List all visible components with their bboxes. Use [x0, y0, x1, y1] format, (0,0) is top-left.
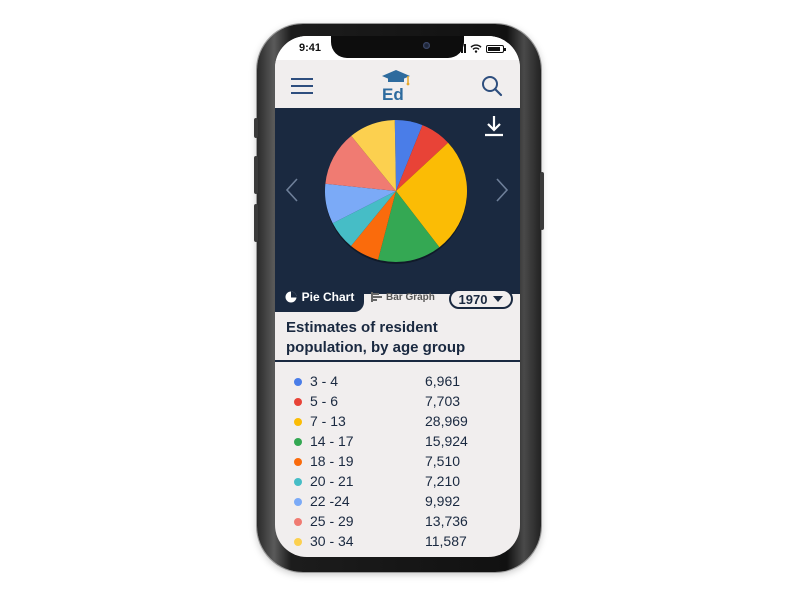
pie-chart-icon — [285, 291, 297, 303]
year-select-value: 1970 — [458, 291, 488, 307]
pie-slice-9[interactable] — [351, 120, 396, 191]
legend-label: 18 - 19 — [310, 453, 354, 469]
caret-down-icon — [493, 296, 504, 302]
legend-item: 3 - 4 6,961 — [275, 372, 520, 392]
legend-item: 22 -24 9,992 — [275, 492, 520, 512]
legend-label: 7 - 13 — [310, 413, 346, 429]
pie-slice-6[interactable] — [332, 191, 396, 246]
legend-value: 7,510 — [425, 453, 461, 469]
tab-pie-chart[interactable]: Pie Chart — [275, 282, 364, 312]
legend-value: 28,969 — [425, 413, 468, 429]
hamburger-menu-icon[interactable] — [291, 78, 313, 94]
legend-dot — [294, 518, 302, 526]
legend-item: 14 - 17 15,924 — [275, 432, 520, 452]
app-header: Ed — [275, 60, 520, 108]
search-icon[interactable] — [481, 75, 503, 97]
legend-value: 11,587 — [425, 533, 467, 549]
legend-value: 6,961 — [425, 373, 461, 389]
page-title: Estimates of resident population, by age… — [286, 319, 466, 356]
legend-value: 15,924 — [425, 433, 468, 449]
legend-dot — [294, 378, 302, 386]
pie-chart[interactable] — [323, 118, 469, 264]
tab-bar-graph[interactable]: Bar Graph — [367, 286, 435, 308]
phone-volume-up — [254, 156, 258, 194]
year-select[interactable]: 1970 — [449, 289, 513, 309]
legend-value: 13,736 — [425, 513, 468, 529]
legend-item: 5 - 6 7,703 — [275, 392, 520, 412]
legend-item: 18 - 19 7,510 — [275, 452, 520, 472]
pie-slice-5[interactable] — [351, 191, 396, 260]
pie-slice-7[interactable] — [325, 183, 396, 224]
chevron-left-icon[interactable] — [285, 178, 299, 202]
legend-item: 20 - 21 7,210 — [275, 472, 520, 492]
legend-dot — [294, 478, 302, 486]
tab-pie-chart-label: Pie Chart — [301, 290, 355, 304]
chart-panel — [275, 108, 520, 294]
pie-slice-2[interactable] — [396, 125, 449, 191]
legend-label: 25 - 29 — [310, 513, 354, 529]
logo-text: Ed — [382, 85, 404, 102]
wifi-icon — [470, 44, 482, 53]
legend-dot — [294, 438, 302, 446]
legend-label: 14 - 17 — [310, 433, 354, 449]
legend-dot — [294, 418, 302, 426]
legend-label: 22 -24 — [310, 493, 350, 509]
legend-label: 5 - 6 — [310, 393, 339, 409]
phone-notch — [331, 36, 464, 58]
pie-slice-8[interactable] — [325, 135, 396, 191]
legend-item: 25 - 29 13,736 — [275, 512, 520, 532]
legend-dot — [294, 498, 302, 506]
legend-dot — [294, 398, 302, 406]
camera-icon — [423, 42, 430, 49]
legend-value: 9,992 — [425, 493, 461, 509]
chart-tabs: Pie Chart Bar Graph 1970 — [275, 282, 520, 314]
chevron-right-icon[interactable] — [495, 178, 509, 202]
legend-item: 30 - 34 11,587 — [275, 532, 520, 552]
phone-mute-switch — [254, 118, 258, 138]
pie-slice-3[interactable] — [396, 142, 468, 248]
legend-dot — [294, 538, 302, 546]
status-time: 9:41 — [299, 42, 322, 54]
phone-screen: 9:41 Ed — [275, 36, 520, 557]
pie-slice-1[interactable] — [394, 119, 423, 191]
legend-value: 7,703 — [425, 393, 461, 409]
tab-bar-graph-label: Bar Graph — [386, 291, 435, 303]
legend-list: 3 - 4 6,961 5 - 6 7,703 7 - 13 28,969 14 - 17 1… — [275, 372, 520, 552]
pie-slice-4[interactable] — [378, 191, 440, 263]
bar-graph-icon — [371, 292, 382, 302]
phone-volume-down — [254, 204, 258, 242]
download-icon[interactable] — [483, 114, 505, 138]
legend-dot — [294, 458, 302, 466]
legend-item: 7 - 13 28,969 — [275, 412, 520, 432]
legend-label: 20 - 21 — [310, 473, 354, 489]
phone-power-button — [540, 172, 544, 230]
legend-label: 30 - 34 — [310, 533, 354, 549]
legend-value: 7,210 — [425, 473, 461, 489]
legend-label: 3 - 4 — [310, 373, 339, 389]
battery-icon — [486, 45, 506, 53]
ed-logo[interactable]: Ed — [379, 68, 413, 102]
title-divider — [275, 360, 520, 362]
